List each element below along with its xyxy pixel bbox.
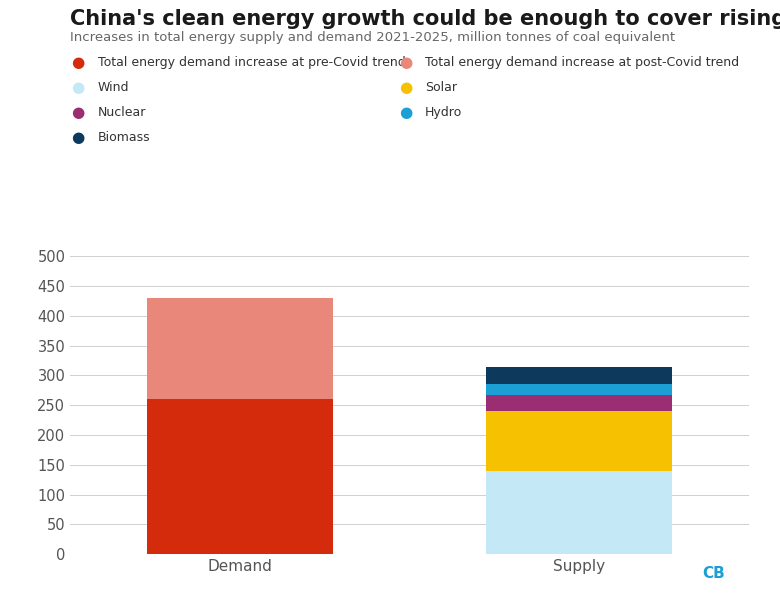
- Text: ●: ●: [399, 55, 412, 70]
- Text: ●: ●: [72, 80, 84, 95]
- Text: Hydro: Hydro: [425, 106, 463, 119]
- Text: ●: ●: [72, 130, 84, 145]
- Bar: [147, 298, 333, 399]
- Text: Nuclear: Nuclear: [98, 106, 146, 119]
- Text: Biomass: Biomass: [98, 131, 150, 144]
- Text: ●: ●: [72, 55, 84, 70]
- Text: China's clean energy growth could be enough to cover rising demand: China's clean energy growth could be eno…: [70, 9, 780, 29]
- Bar: [486, 395, 672, 411]
- Text: CB: CB: [703, 566, 725, 581]
- Bar: [486, 367, 672, 384]
- Text: Total energy demand increase at pre-Covid trend: Total energy demand increase at pre-Covi…: [98, 56, 406, 69]
- Text: Solar: Solar: [425, 81, 457, 94]
- Bar: [486, 411, 672, 471]
- Bar: [486, 471, 672, 554]
- Text: Wind: Wind: [98, 81, 129, 94]
- Bar: [486, 384, 672, 395]
- Text: ●: ●: [399, 80, 412, 95]
- Bar: [147, 399, 333, 554]
- Text: Increases in total energy supply and demand 2021-2025, million tonnes of coal eq: Increases in total energy supply and dem…: [70, 31, 675, 44]
- Text: Total energy demand increase at post-Covid trend: Total energy demand increase at post-Cov…: [425, 56, 739, 69]
- Text: ●: ●: [399, 105, 412, 120]
- Text: ●: ●: [72, 105, 84, 120]
